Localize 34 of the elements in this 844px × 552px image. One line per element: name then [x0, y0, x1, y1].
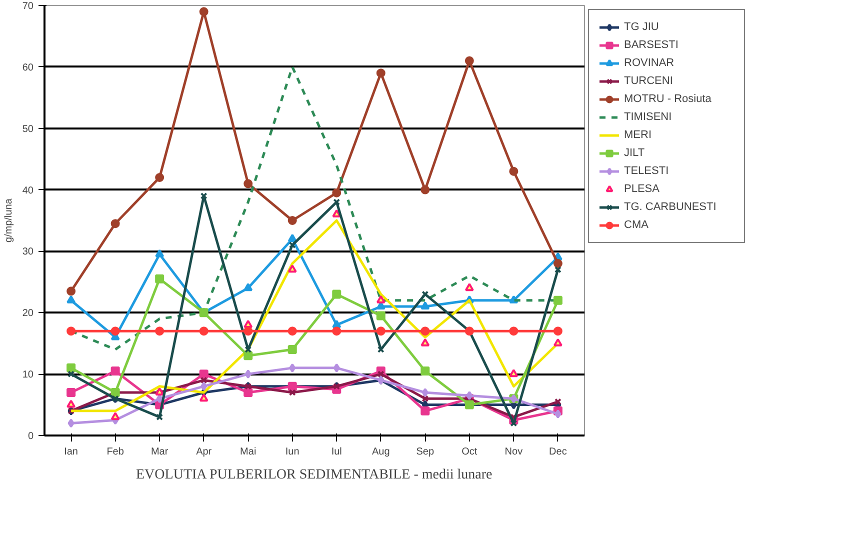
legend-label: PLESA	[624, 182, 660, 196]
y-tick-label: 10	[22, 370, 34, 381]
y-tick-label: 30	[22, 246, 34, 258]
legend-label: MOTRU - Rosiuta	[624, 92, 712, 106]
y-tick-label: 0	[28, 431, 34, 442]
y-tick-label: 50	[22, 124, 34, 135]
x-tick-label: Iun	[285, 446, 300, 458]
legend-label: CMA	[624, 218, 650, 232]
legend-label: TELESTI	[624, 164, 670, 178]
x-tick-label: Iul	[331, 446, 342, 458]
y-tick-label: 20	[22, 308, 34, 320]
x-tick-label: Sep	[416, 446, 434, 458]
legend-label: BARSESTI	[624, 38, 680, 52]
x-tick-label: Nov	[504, 446, 523, 458]
legend-label: TURCENI	[624, 74, 674, 88]
y-tick-label: 60	[22, 62, 34, 74]
y-axis-title: g/mp/luna	[3, 198, 14, 242]
legend-label: JILT	[624, 146, 646, 160]
legend-label: TG JIU	[624, 20, 660, 34]
x-tick-label: Oct	[462, 446, 478, 458]
y-tick-label: 70	[22, 1, 34, 12]
legend-label: TG. CARBUNESTI	[624, 200, 718, 214]
x-tick-label: Mar	[150, 446, 169, 458]
legend-label: ROVINAR	[624, 56, 676, 70]
legend-label: MERI	[624, 128, 652, 142]
x-tick-label: Feb	[106, 446, 124, 458]
y-tick-label: 40	[22, 185, 34, 196]
x-tick-label: Dec	[549, 446, 567, 458]
legend-label: TIMISENI	[624, 110, 673, 124]
x-tick-label: Aug	[372, 446, 390, 458]
x-tick-label: Apr	[196, 446, 212, 458]
text: EVOLUTIA PULBERILOR SEDIMENTABILE - medii lunare	[136, 468, 492, 482]
x-tick-label: Ian	[64, 446, 78, 458]
x-tick-label: Mai	[240, 446, 256, 458]
